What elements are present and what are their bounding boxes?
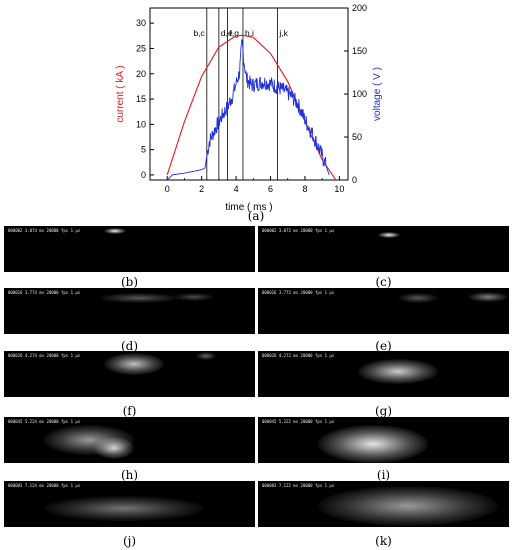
x-tick-label: 4 bbox=[234, 184, 239, 194]
arc-glow bbox=[318, 486, 498, 526]
frame-meta-text: 000026 4.274 ms 20000 fps 1 µs bbox=[8, 353, 81, 358]
frame-i: 000045 5.222 ms 20000 fps 1 µs bbox=[258, 417, 509, 463]
frame-meta-text: 000083 7.124 ms 20000 fps 1 µs bbox=[8, 483, 81, 488]
frame-meta-text: 000026 4.272 ms 20000 fps 1 µs bbox=[262, 353, 335, 358]
frame-f: 000026 4.274 ms 20000 fps 1 µs bbox=[4, 351, 255, 397]
frame-meta-text: 000002 3.072 ms 20000 fps 1 µs bbox=[262, 228, 335, 233]
arc-glow bbox=[99, 293, 179, 303]
y-left-tick-label: 25 bbox=[136, 43, 146, 53]
arc-glow bbox=[468, 292, 508, 302]
frame-g: 000026 4.272 ms 20000 fps 1 µs bbox=[258, 351, 509, 397]
time-marker-label: j,k bbox=[278, 28, 288, 38]
y-left-axis-title: current ( kA ) bbox=[115, 65, 126, 122]
y-right-tick-label: 100 bbox=[352, 89, 367, 99]
panel-label-e: (e) bbox=[375, 339, 392, 353]
y-left-tick-label: 10 bbox=[136, 119, 146, 129]
panel-label-b: (b) bbox=[120, 275, 139, 289]
frame-meta-text: 000016 3.774 ms 20000 fps 1 µs bbox=[8, 290, 81, 295]
arc-glow bbox=[44, 496, 204, 521]
series-line-current bbox=[166, 34, 337, 181]
arc-glow bbox=[358, 359, 438, 384]
series-line-voltage bbox=[166, 38, 330, 181]
y-right-tick-label: 200 bbox=[352, 3, 367, 13]
frame-b: 000002 3.074 ms 20000 fps 1 µs bbox=[4, 226, 255, 272]
x-tick-label: 8 bbox=[302, 184, 307, 194]
y-right-tick-label: 50 bbox=[352, 132, 362, 142]
arc-glow bbox=[174, 293, 214, 301]
frame-h: 000045 5.224 ms 20000 fps 1 µs bbox=[4, 417, 255, 463]
y-right-tick-label: 150 bbox=[352, 46, 367, 56]
x-axis-title: time ( ms ) bbox=[225, 202, 272, 213]
frame-meta-text: 000045 5.224 ms 20000 fps 1 µs bbox=[8, 419, 81, 424]
y-left-tick-label: 0 bbox=[141, 170, 146, 180]
y-left-tick-label: 30 bbox=[136, 18, 146, 28]
arc-glow bbox=[196, 352, 216, 360]
x-tick-label: 6 bbox=[268, 184, 273, 194]
y-left-tick-label: 15 bbox=[136, 94, 146, 104]
arc-glow bbox=[398, 293, 438, 303]
panel-label-h: (h) bbox=[120, 468, 139, 482]
panel-label-f: (f) bbox=[122, 404, 137, 418]
y-right-tick-label: 0 bbox=[352, 175, 357, 185]
y-left-tick-label: 20 bbox=[136, 69, 146, 79]
frame-c: 000002 3.072 ms 20000 fps 1 µs bbox=[258, 226, 509, 272]
arc-glow bbox=[378, 232, 400, 238]
time-marker-label: b,c bbox=[193, 28, 205, 38]
frame-meta-text: 000016 3.772 ms 20000 fps 1 µs bbox=[262, 290, 335, 295]
panel-label-g: (g) bbox=[374, 404, 393, 418]
frame-meta-text: 000002 3.074 ms 20000 fps 1 µs bbox=[8, 228, 81, 233]
time-marker-label: f,g bbox=[229, 28, 239, 38]
x-tick-label: 10 bbox=[334, 184, 344, 194]
frame-e: 000016 3.772 ms 20000 fps 1 µs bbox=[258, 288, 509, 334]
arc-glow bbox=[318, 425, 428, 463]
x-tick-label: 0 bbox=[165, 184, 170, 194]
panel-label-d: (d) bbox=[120, 339, 139, 353]
panel-label-j: (j) bbox=[122, 534, 137, 548]
arc-glow bbox=[94, 437, 134, 459]
panel-label-c: (c) bbox=[375, 275, 392, 289]
y-right-axis-title: voltage ( V ) bbox=[372, 67, 383, 121]
y-left-tick-label: 5 bbox=[141, 145, 146, 155]
arc-glow bbox=[104, 353, 164, 375]
frame-d: 000016 3.774 ms 20000 fps 1 µs bbox=[4, 288, 255, 334]
x-tick-label: 2 bbox=[199, 184, 204, 194]
panel-label-i: (i) bbox=[376, 468, 391, 482]
panel-label-k: (k) bbox=[375, 534, 392, 548]
time-marker-label: h,i bbox=[245, 28, 254, 38]
frame-meta-text: 000083 7.122 ms 20000 fps 1 µs bbox=[262, 483, 335, 488]
frame-j: 000083 7.124 ms 20000 fps 1 µs bbox=[4, 481, 255, 527]
frame-meta-text: 000045 5.222 ms 20000 fps 1 µs bbox=[262, 419, 335, 424]
frame-k: 000083 7.122 ms 20000 fps 1 µs bbox=[258, 481, 509, 527]
time-marker-label: d,e bbox=[221, 28, 233, 38]
arc-glow bbox=[104, 228, 126, 234]
chart-panel-label: (a) bbox=[247, 209, 265, 223]
